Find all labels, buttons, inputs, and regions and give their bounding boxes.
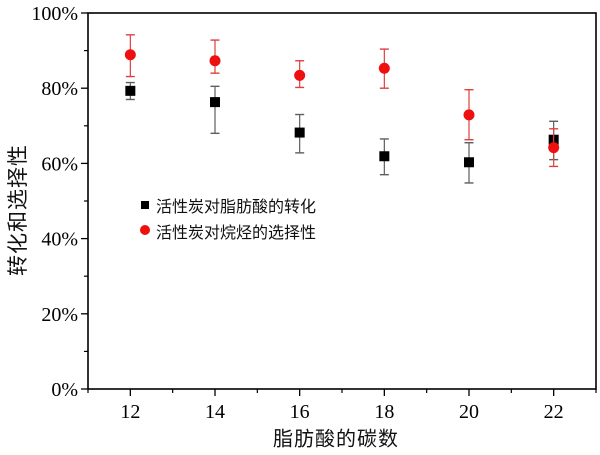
y-tick-label: 0% [51,379,78,401]
legend-item-conversion: 活性炭对脂肪酸的转化 [134,192,316,218]
data-point-circle [209,55,221,67]
y-tick-label: 60% [41,153,78,175]
x-tick-label: 16 [290,401,310,423]
x-axis-title: 脂肪酸的碳数 [273,428,399,451]
legend-label: 活性炭对脂肪酸的转化 [156,199,317,216]
y-tick-label: 80% [41,78,78,100]
data-point-square [210,97,220,108]
y-tick-label: 40% [41,229,78,251]
legend-circle-marker-icon [134,222,156,240]
y-tick-label: 20% [41,304,78,326]
legend-label: 活性炭对烷烃的选择性 [156,225,317,242]
legend-item-selectivity: 活性炭对烷烃的选择性 [134,218,316,244]
legend: 活性炭对脂肪酸的转化 活性炭对烷烃的选择性 [134,192,316,244]
data-point-circle [124,49,136,61]
y-tick-label: 100% [31,3,78,25]
y-axis-title: 转化和选择性 [7,144,30,276]
data-point-circle [548,142,560,154]
data-point-square [294,127,305,138]
x-tick-label: 22 [544,401,564,423]
x-tick-label: 14 [205,401,225,423]
data-point-square [464,157,474,168]
data-point-square [125,85,136,96]
x-tick-label: 20 [459,401,479,423]
data-point-circle [294,69,306,81]
data-point-circle [378,62,390,74]
x-tick-label: 18 [374,401,394,423]
x-tick-label: 12 [120,401,140,423]
data-point-circle [463,109,475,121]
legend-square-marker-icon [134,196,156,214]
data-point-square [379,151,390,162]
